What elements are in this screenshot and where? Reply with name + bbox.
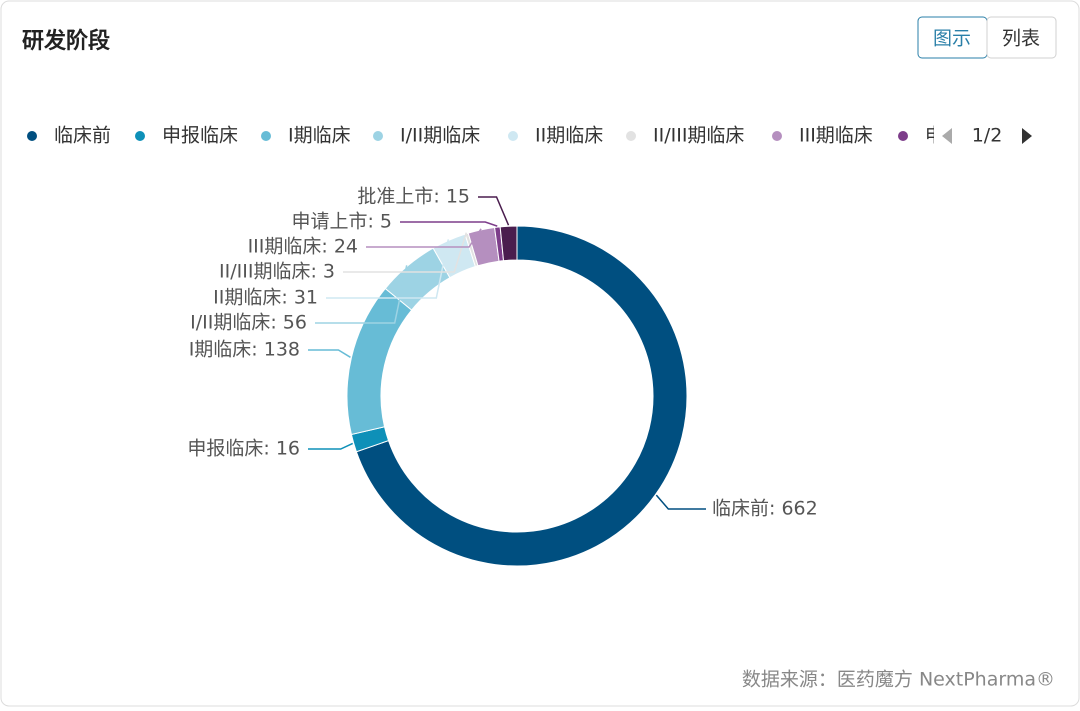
legend-label: 申报临床	[162, 125, 238, 147]
legend-label: I/II期临床	[400, 125, 480, 147]
legend-page: 1/2	[972, 125, 1003, 147]
donut-slice	[499, 225, 518, 262]
legend-swatch	[261, 131, 271, 141]
legend-label: 临床前	[54, 125, 111, 147]
donut: 临床前: 662 申报临床: 16 I期临床: 138 I/II期临床: 56 II期临…	[187, 186, 818, 567]
data-label: I期临床: 138	[189, 339, 300, 361]
tab-label[interactable]: 图示	[933, 28, 971, 50]
tab-label[interactable]: 列表	[1002, 28, 1040, 50]
data-label: II期临床: 31	[213, 287, 318, 309]
leader-line	[655, 494, 706, 510]
data-label: 批准上市: 15	[357, 186, 470, 208]
legend: 临床前 申报临床 I期临床 I/II期临床 II期临床 II/III期临床 III期临床 申请…	[27, 125, 1001, 147]
legend-label: III期临床	[799, 125, 873, 147]
data-label: 申报临床: 16	[187, 438, 300, 460]
data-label: III期临床: 24	[248, 236, 358, 258]
legend-swatch	[135, 131, 145, 141]
legend-label: II期临床	[535, 125, 603, 147]
donut-slice	[355, 225, 688, 567]
panel-title: 研发阶段	[22, 28, 110, 54]
legend-label: II/III期临床	[653, 125, 744, 147]
source-note: 数据来源：医药魔方 NextPharma®	[742, 669, 1055, 691]
leader-line	[326, 239, 450, 299]
leader-line	[366, 228, 482, 248]
leader-line	[315, 265, 408, 324]
legend-swatch	[373, 131, 383, 141]
legend-swatch	[508, 131, 518, 141]
legend-swatch	[898, 131, 908, 141]
legend-label: 申请上市	[925, 125, 1001, 147]
legend-label: I期临床	[288, 125, 351, 147]
data-label: II/III期临床: 3	[219, 261, 335, 283]
tab[interactable]	[986, 16, 1057, 59]
legend-swatch	[626, 131, 636, 141]
leader-line	[308, 349, 351, 358]
legend-prev[interactable]	[942, 128, 952, 144]
data-label: I/II期临床: 56	[190, 312, 307, 334]
legend-swatch	[772, 131, 782, 141]
data-label: 申请上市: 5	[291, 211, 392, 233]
data-label: 临床前: 662	[712, 498, 818, 520]
legend-next[interactable]	[1022, 128, 1032, 144]
leader-line	[308, 442, 354, 450]
leader-line	[478, 196, 510, 226]
legend-swatch	[27, 131, 37, 141]
leader-line	[400, 221, 498, 227]
leader-line	[343, 232, 468, 273]
